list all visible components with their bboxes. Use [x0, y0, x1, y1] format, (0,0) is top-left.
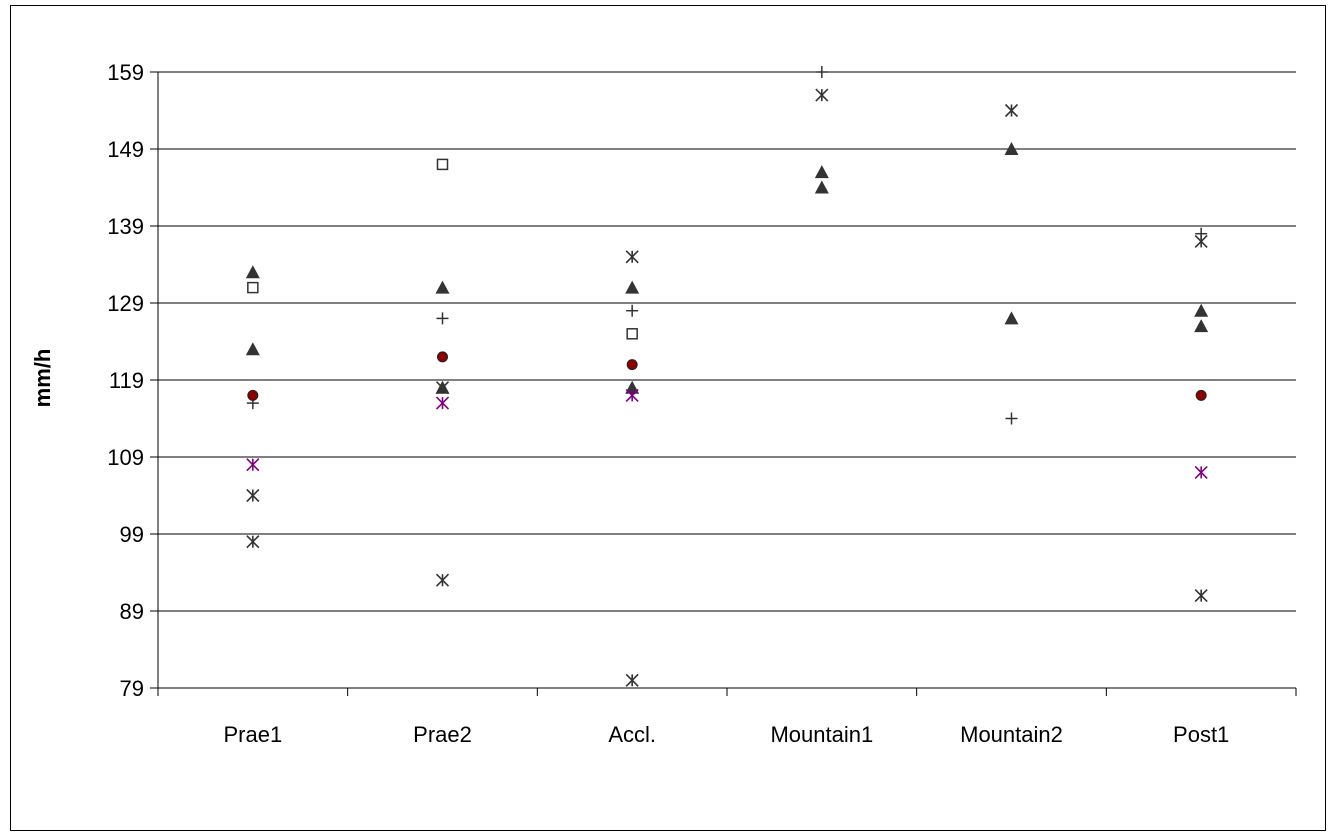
data-point-triangle — [814, 165, 829, 179]
data-point-triangle — [625, 380, 640, 394]
data-point-plus — [626, 304, 639, 317]
x-tick-label: Mountain2 — [960, 722, 1063, 747]
data-point-asterisk — [625, 250, 639, 264]
y-tick-label: 79 — [120, 676, 144, 701]
data-markers — [245, 66, 1209, 687]
y-tick-label: 159 — [107, 60, 144, 85]
data-point-asterisk — [246, 488, 260, 503]
data-point-triangle — [1194, 303, 1209, 317]
data-point-triangle — [435, 280, 450, 294]
axes — [150, 71, 1297, 696]
data-point-circle-dark-red — [626, 359, 638, 371]
data-point-square-open — [247, 281, 259, 294]
data-point-asterisk-purple — [625, 388, 639, 402]
data-point-square-open — [626, 328, 638, 340]
x-tick-label: Accl. — [608, 722, 656, 747]
data-point-triangle — [1004, 142, 1019, 155]
gridlines — [158, 71, 1296, 612]
y-tick-label: 139 — [107, 214, 144, 239]
x-tick-label: Prae1 — [223, 722, 282, 747]
data-point-asterisk-purple — [246, 458, 260, 472]
data-point-plus — [436, 312, 449, 325]
data-point-plus — [1005, 412, 1018, 425]
data-point-circle-dark-red — [1195, 389, 1207, 401]
data-point-triangle — [814, 180, 829, 194]
y-axis-title: mm/h — [30, 349, 55, 408]
data-point-asterisk-purple — [1194, 465, 1208, 479]
data-point-triangle — [1194, 319, 1209, 333]
y-tick-labels: 79 89 99 109 119 129 139 149 159 — [107, 60, 144, 701]
data-point-asterisk — [435, 573, 450, 587]
data-point-asterisk — [1194, 589, 1208, 603]
data-point-asterisk — [815, 88, 829, 102]
data-point-square-open — [436, 158, 449, 171]
x-tick-label: Post1 — [1173, 722, 1229, 747]
x-tick-labels: Prae1 Prae2 Accl. Mountain1 Mountain2 Post1 — [223, 722, 1229, 747]
y-tick-label: 89 — [120, 599, 144, 624]
data-point-circle-dark-red — [437, 351, 448, 363]
y-tick-label: 129 — [107, 291, 144, 316]
data-point-asterisk-purple — [435, 396, 450, 410]
data-point-asterisk — [1004, 103, 1019, 118]
data-point-asterisk — [1194, 234, 1208, 248]
data-point-plus — [815, 66, 828, 78]
data-point-asterisk — [435, 381, 450, 395]
data-point-triangle — [1004, 311, 1019, 325]
y-tick-label: 119 — [109, 368, 144, 393]
x-tick-label: Prae2 — [413, 722, 472, 747]
y-tick-label: 99 — [120, 522, 144, 547]
y-tick-label: 149 — [107, 137, 144, 162]
data-point-triangle — [245, 342, 260, 356]
y-tick-label: 109 — [107, 445, 144, 470]
data-point-triangle — [625, 280, 640, 294]
x-tick-label: Mountain1 — [770, 722, 873, 747]
data-point-triangle — [245, 265, 260, 279]
data-point-asterisk — [625, 673, 639, 687]
data-point-circle-dark-red — [247, 389, 259, 401]
data-point-asterisk — [246, 535, 260, 549]
